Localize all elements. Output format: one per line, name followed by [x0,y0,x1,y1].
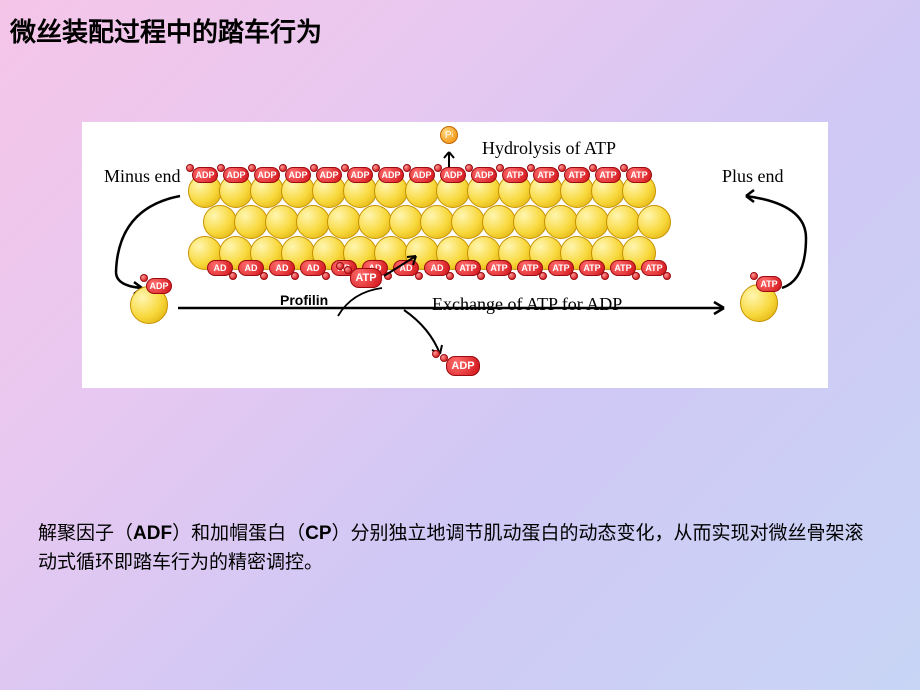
page-title: 微丝装配过程中的踏车行为 [10,12,322,49]
adp-badge: ADP [440,167,466,183]
atp-badge: ATP [756,276,782,292]
plus-end-label: Plus end [722,166,784,187]
treadmilling-diagram: Pi Hydrolysis of ATP Minus end Plus end … [82,122,828,388]
adp-badge: ADP [192,167,218,183]
nuc-dot-icon [446,272,454,280]
nuc-dot-icon [663,272,671,280]
actin-monomer [420,205,454,239]
desc-p2: ）和加帽蛋白（ [172,523,305,544]
nuc-dot-icon [477,272,485,280]
nuc-dot-icon [336,262,344,270]
actin-monomer [575,205,609,239]
nuc-dot-icon [229,272,237,280]
nuc-dot-icon [570,272,578,280]
actin-monomer [358,205,392,239]
actin-monomer [389,205,423,239]
nuc-dot-icon [750,272,758,280]
actin-monomer [296,205,330,239]
nuc-dot-icon [539,272,547,280]
atp-badge: ATP [626,167,652,183]
hydrolysis-label: Hydrolysis of ATP [482,138,616,159]
pi-icon: Pi [440,126,458,144]
adp-badge: ADP [446,356,480,376]
nuc-dot-icon [291,272,299,280]
nuc-dot-icon [260,272,268,280]
actin-monomer [327,205,361,239]
exchange-label: Exchange of ATP for ADP [432,294,622,315]
nuc-dot-icon [508,272,516,280]
atp-badge: ATP [564,167,590,183]
nuc-dot-icon [322,272,330,280]
nuc-dot-icon [140,274,148,282]
adp-badge: ADP [471,167,497,183]
nuc-dot-icon [601,272,609,280]
atp-badge: ATP [502,167,528,183]
minus-end-label: Minus end [104,166,181,187]
actin-monomer [203,205,237,239]
actin-monomer [451,205,485,239]
adp-badge: ADP [254,167,280,183]
actin-monomer [637,205,671,239]
description-text: 解聚因子（ADF）和加帽蛋白（CP）分别独立地调节肌动蛋白的动态变化，从而实现对… [38,520,872,577]
adp-badge: ADP [285,167,311,183]
actin-monomer [513,205,547,239]
adp-badge: ADP [316,167,342,183]
pi-label: P [445,130,452,141]
atp-badge: ATP [595,167,621,183]
actin-monomer [544,205,578,239]
actin-monomer [606,205,640,239]
actin-monomer [482,205,516,239]
profilin-label: Profilin [280,292,328,308]
profilin-arrow-icon [332,282,392,322]
adp-badge: ADP [223,167,249,183]
adp-badge: ADP [146,278,172,294]
adp-out-arrow-icon [400,308,448,360]
atp-badge: ATP [533,167,559,183]
desc-adf: ADF [133,523,172,544]
adp-badge: ADP [347,167,373,183]
actin-monomer [234,205,268,239]
atp-in-arrow-icon [382,252,422,280]
nuc-dot-icon [432,350,440,358]
actin-monomer [265,205,299,239]
adp-badge: ADP [378,167,404,183]
nuc-dot-icon [632,272,640,280]
desc-cp: CP [305,523,331,544]
adp-badge: ADP [409,167,435,183]
desc-p1: 解聚因子（ [38,523,133,544]
